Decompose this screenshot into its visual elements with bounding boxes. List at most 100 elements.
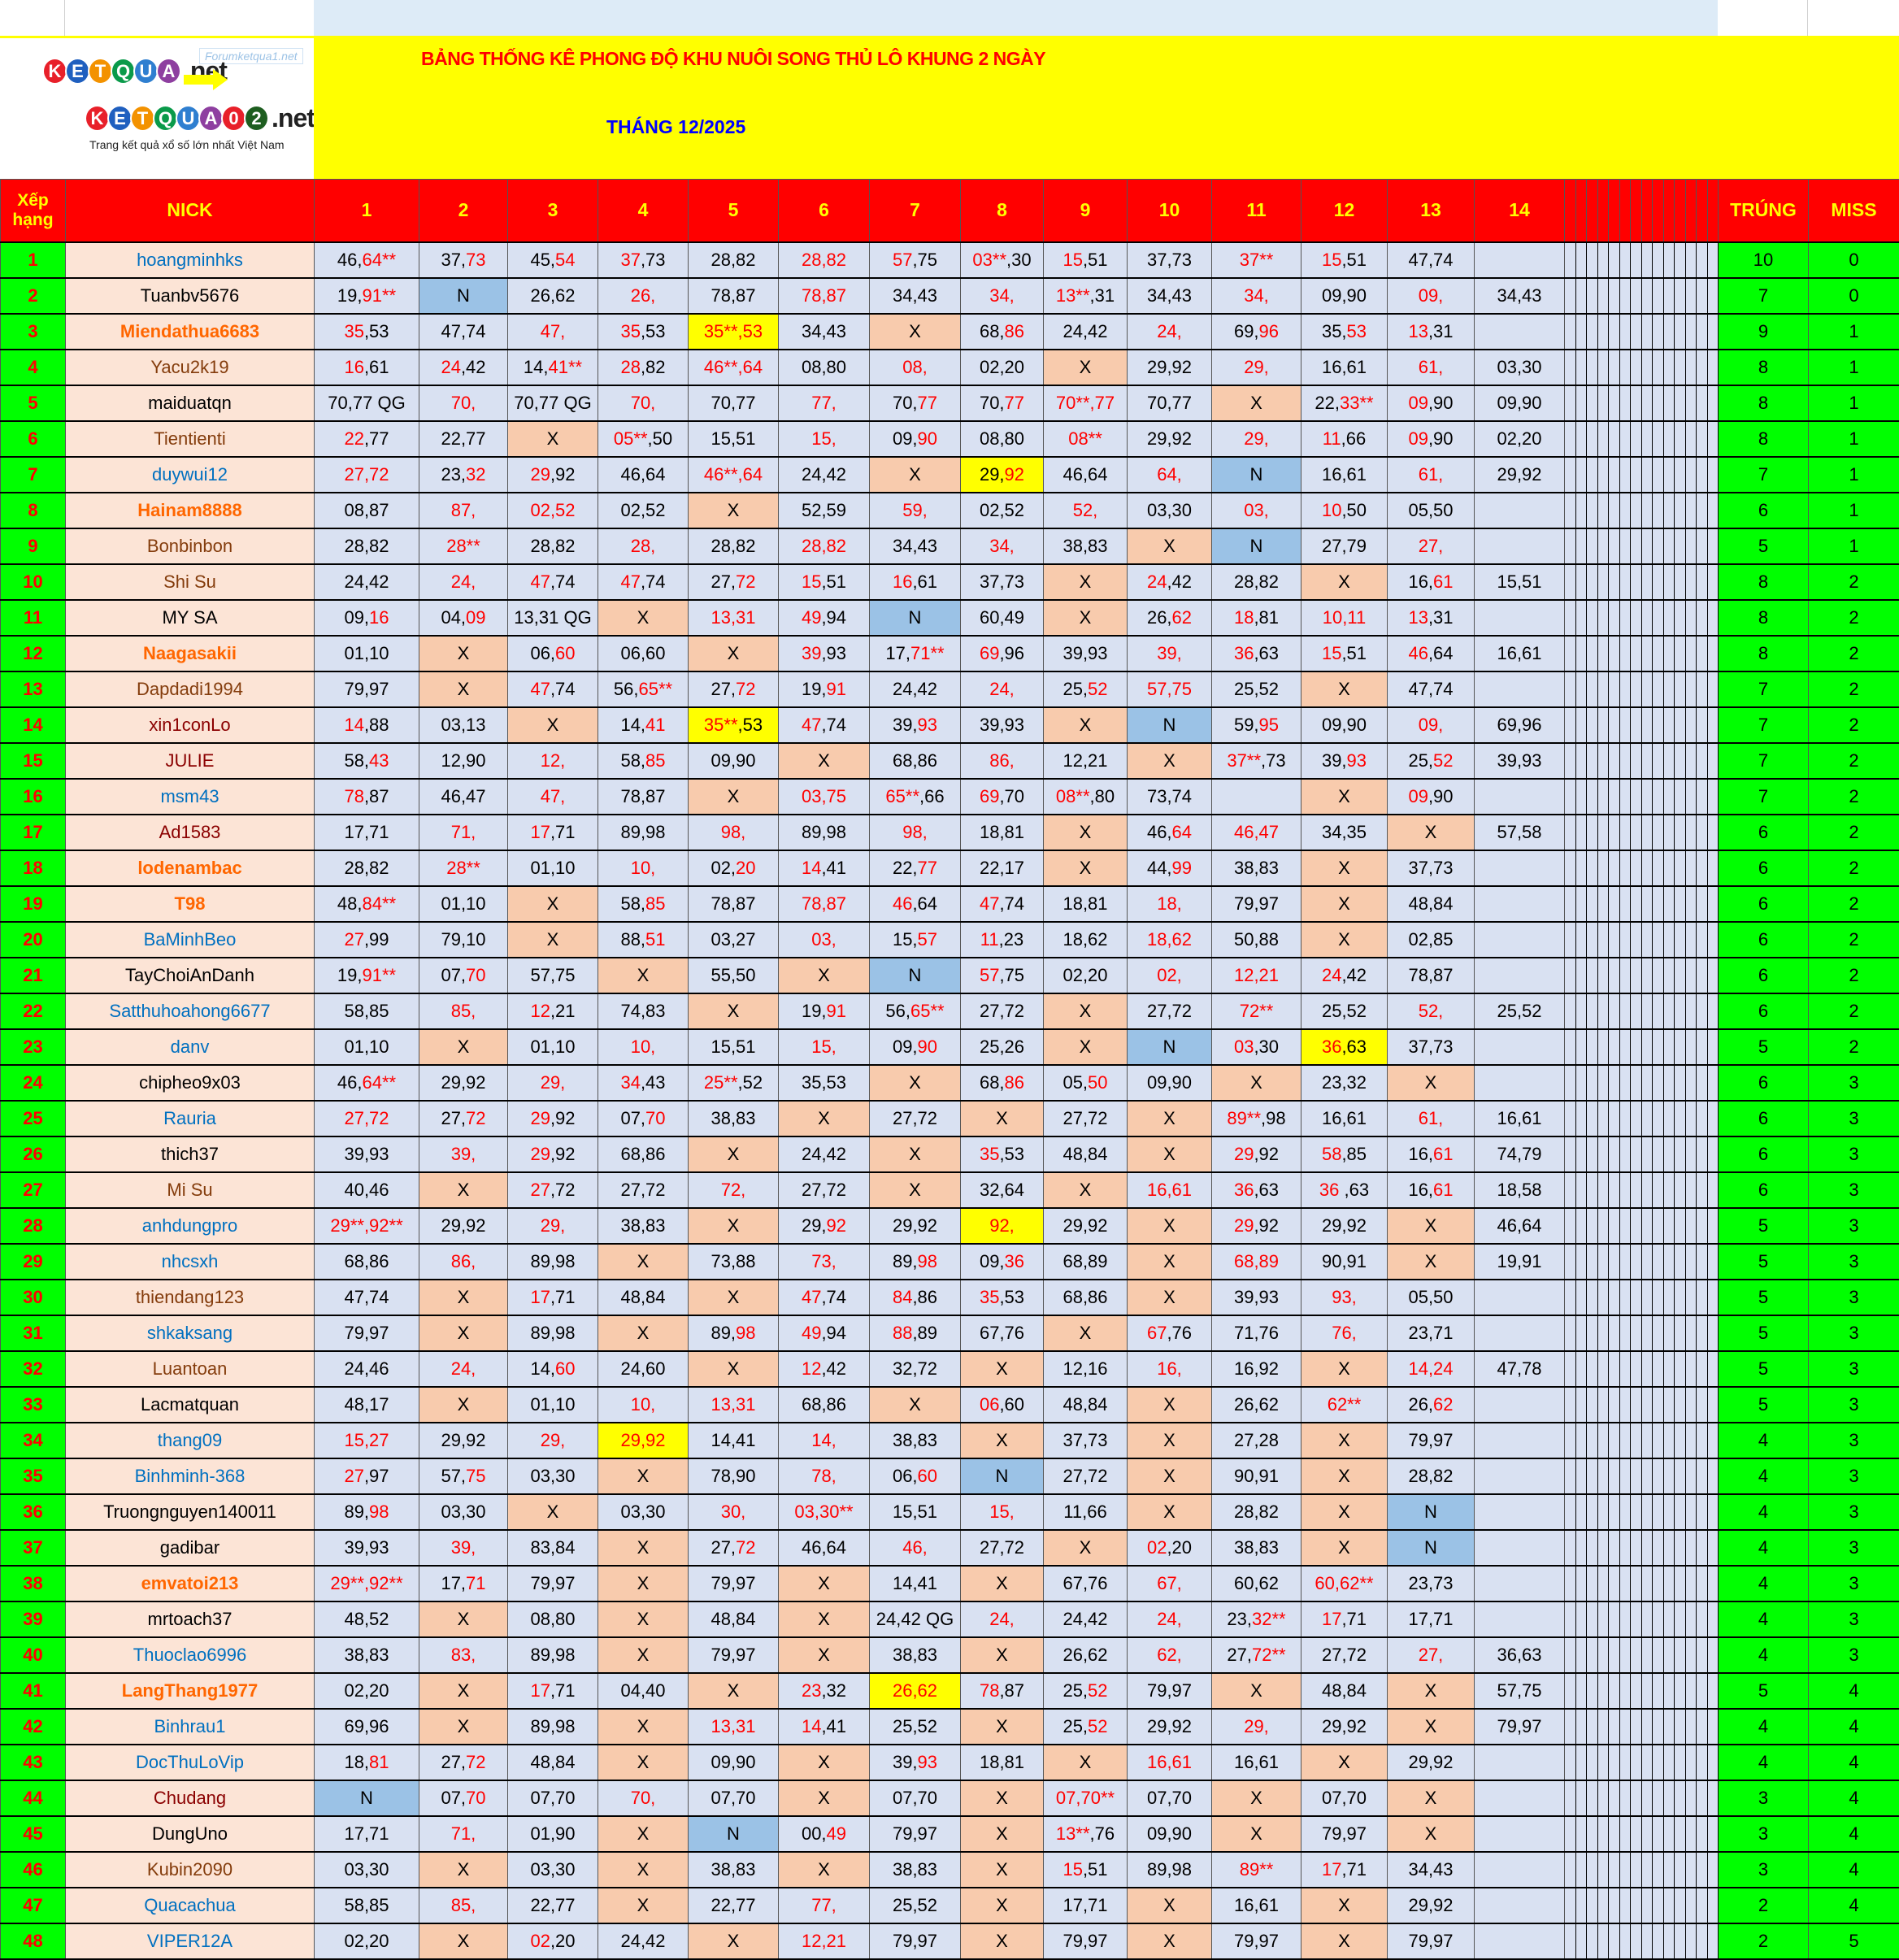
day-cell: 98, — [869, 814, 961, 851]
day-cell: 27,28 — [1211, 1422, 1301, 1459]
day-cell: X — [869, 456, 961, 493]
spacer-cell — [1706, 599, 1719, 637]
day-cell: 23,32 — [1301, 1064, 1388, 1102]
hit-number: 02, — [1157, 964, 1182, 985]
spacer-cell — [1662, 313, 1675, 350]
hit-number: 13** — [1055, 285, 1090, 306]
pick-number: 79,97 — [1408, 1930, 1454, 1951]
day-cell: X — [598, 1851, 689, 1888]
spacer-cell — [1619, 1636, 1631, 1674]
day-cell: X — [419, 1708, 508, 1745]
pick-number: X — [1079, 821, 1092, 842]
spacer-cell — [1640, 349, 1653, 386]
day-cell — [1474, 671, 1565, 708]
day-cell: 39,93 — [1211, 1279, 1301, 1316]
rank-cell: 44 — [0, 1780, 66, 1817]
spacer-cell — [1608, 1207, 1620, 1245]
day-cell: X — [1127, 1207, 1212, 1245]
spacer-cell — [1684, 921, 1697, 958]
spacer-cell — [1640, 1851, 1653, 1888]
pick-number: 08,80 — [979, 428, 1025, 449]
day-cell: 79,97 — [314, 1315, 419, 1352]
pick-number: 47,74 — [344, 1286, 389, 1307]
pick-number: 48,84 — [1408, 893, 1454, 914]
day-cell: 39,93 — [960, 706, 1044, 744]
spacer-cell — [1608, 1136, 1620, 1173]
pick-number: ,53 — [999, 1143, 1025, 1164]
pick-number: X — [457, 1715, 470, 1736]
pick-number: X — [818, 1644, 830, 1665]
spacer-cell — [1608, 1851, 1620, 1888]
spacer-cell — [1652, 492, 1664, 529]
pick-number: ,41 — [821, 1715, 847, 1736]
spacer-cell — [1619, 492, 1631, 529]
day-cell: 34,35 — [1301, 814, 1388, 851]
day-cell: 47,74 — [778, 706, 870, 744]
pick-number: 27,72 — [1321, 1644, 1367, 1665]
day-cell: 46**,64 — [688, 456, 779, 493]
day-cell: 19,91 — [778, 993, 870, 1030]
spacer-cell — [1706, 1923, 1719, 1960]
table-row: 26 thich37 39,93 39, 29,92 68,86 X 24,42 X 35,53 4… — [0, 1136, 1899, 1173]
day-cell: 86, — [960, 742, 1044, 780]
pick-number: 89,98 — [801, 821, 847, 842]
spacer-cell — [1696, 420, 1708, 458]
day-cell: 24,42 — [1127, 563, 1212, 601]
day-cell: X — [1043, 814, 1128, 851]
spacer-cell — [1575, 420, 1587, 458]
pick-number: 26,62 — [1062, 1644, 1108, 1665]
pick-number: N — [1162, 714, 1176, 735]
pick-number: 16,92 — [1233, 1358, 1280, 1379]
spacer-cell — [1586, 492, 1598, 529]
spacer-cell — [1706, 1887, 1719, 1924]
spacer-cell — [1586, 1672, 1598, 1710]
table-row: 3 Miendathua6683 35,53 47,74 47, 35,53 35**,53… — [0, 313, 1899, 350]
forum-link[interactable]: Forumketqua1.net — [199, 48, 303, 64]
spacer-cell — [1696, 599, 1708, 637]
nick-cell: VIPER12A — [65, 1923, 315, 1960]
spacer-cell — [1608, 277, 1620, 315]
pick-number: 29, — [801, 1215, 827, 1236]
hit-number: 58 — [1321, 1143, 1342, 1164]
spacer-cell — [1640, 1350, 1653, 1388]
day-cell: 48,84 — [1043, 1386, 1128, 1423]
trung-count: 6 — [1718, 1171, 1809, 1209]
pick-number: X — [1424, 821, 1437, 842]
day-cell: 27,72 — [419, 1100, 508, 1137]
pick-number: ,31 — [1428, 320, 1454, 341]
hit-number: 84 — [892, 1286, 913, 1307]
day-cell — [1474, 1744, 1565, 1781]
nick-cell: emvatoi213 — [65, 1565, 315, 1602]
day-cell: 19,91 — [778, 671, 870, 708]
spacer-cell — [1597, 1923, 1609, 1960]
pick-number: 58,85 — [344, 1894, 389, 1915]
day-cell: 27,79 — [1301, 528, 1388, 565]
pick-number: 27, — [710, 571, 737, 592]
hit-number: 30, — [720, 1501, 746, 1522]
header-day-1: 1 — [314, 179, 419, 243]
spacer-cell — [1640, 850, 1653, 887]
hit-number: 17 — [530, 821, 550, 842]
spacer-cell — [1640, 1744, 1653, 1781]
hit-number: 60 — [555, 642, 576, 663]
spacer-cell — [1640, 241, 1653, 279]
pick-number: 27,72 — [1062, 1465, 1108, 1486]
hit-number: 78,87 — [801, 285, 847, 306]
day-cell: 24,42 — [1301, 957, 1388, 994]
spacer-cell — [1652, 1780, 1664, 1817]
pick-number: X — [1079, 1536, 1092, 1558]
day-cell: 25,52 — [1387, 742, 1475, 780]
ketqua02-net-logo[interactable]: K E T Q U A 0 2 .net — [85, 103, 315, 133]
pick-number: ,92 — [550, 463, 576, 485]
hit-number: 27,72 — [344, 463, 389, 485]
hit-number: 96 — [1258, 320, 1280, 341]
day-cell: 89,98 — [507, 1243, 598, 1280]
miss-count: 5 — [1808, 1923, 1899, 1960]
day-cell: 10, — [598, 850, 689, 887]
day-cell: 89,98 — [869, 1243, 961, 1280]
day-cell: 16,61 — [314, 349, 419, 386]
spacer-cell — [1608, 1493, 1620, 1531]
day-cell: 37** — [1211, 241, 1301, 279]
trung-count: 5 — [1718, 528, 1809, 565]
pick-number: 25,52 — [892, 1894, 938, 1915]
